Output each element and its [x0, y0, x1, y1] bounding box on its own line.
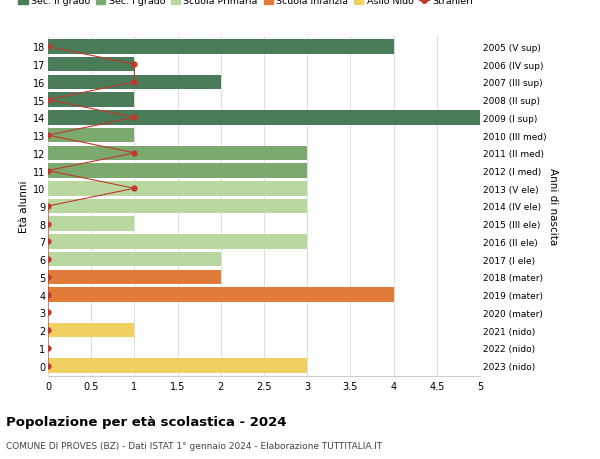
Bar — [48, 358, 307, 373]
Bar — [48, 111, 480, 125]
Legend: Sec. II grado, Sec. I grado, Scuola Primaria, Scuola Infanzia, Asilo Nido, Stran: Sec. II grado, Sec. I grado, Scuola Prim… — [18, 0, 473, 6]
Bar — [48, 217, 134, 231]
Y-axis label: Anni di nascita: Anni di nascita — [548, 168, 557, 245]
Y-axis label: Età alunni: Età alunni — [19, 180, 29, 233]
Bar — [48, 164, 307, 179]
Bar — [48, 288, 394, 302]
Bar — [48, 235, 307, 249]
Bar — [48, 270, 221, 285]
Bar — [48, 58, 134, 72]
Bar — [48, 252, 221, 267]
Bar — [48, 93, 134, 108]
Bar — [48, 75, 221, 90]
Text: COMUNE DI PROVES (BZ) - Dati ISTAT 1° gennaio 2024 - Elaborazione TUTTITALIA.IT: COMUNE DI PROVES (BZ) - Dati ISTAT 1° ge… — [6, 441, 382, 450]
Bar — [48, 129, 134, 143]
Bar — [48, 182, 307, 196]
Bar — [48, 40, 394, 55]
Bar — [48, 146, 307, 161]
Bar — [48, 199, 307, 214]
Bar — [48, 323, 134, 338]
Text: Popolazione per età scolastica - 2024: Popolazione per età scolastica - 2024 — [6, 415, 287, 428]
